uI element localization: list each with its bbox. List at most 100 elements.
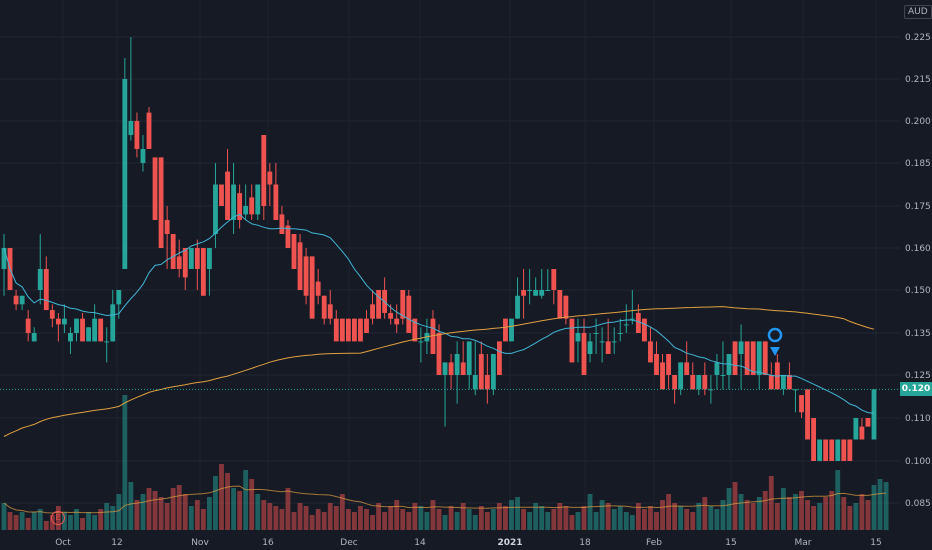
volume-bar [297, 503, 303, 530]
x-tick-label: 12 [111, 538, 122, 548]
volume-bar [122, 395, 128, 530]
earnings-marker-icon[interactable]: E [51, 511, 65, 525]
volume-bar [720, 500, 726, 530]
candle-body [865, 418, 871, 427]
candle-body [557, 290, 563, 319]
volume-bar [527, 512, 533, 530]
candle-body [841, 439, 847, 461]
candle-body [243, 206, 249, 215]
candle-body [756, 341, 762, 375]
volume-bar [654, 512, 659, 530]
volume-bar [273, 506, 279, 530]
volume-bar [25, 518, 31, 530]
volume-bar [883, 482, 889, 530]
volume-bar [750, 503, 756, 530]
moving-average-short [3, 213, 875, 414]
volume-bars [1, 395, 889, 530]
candle-body [666, 354, 671, 375]
volume-bar [146, 488, 152, 530]
volume-bar [400, 509, 406, 530]
candle-body [642, 318, 647, 342]
volume-bar [509, 500, 514, 530]
y-tick-label: 0.225 [905, 33, 931, 43]
volume-bar [364, 509, 369, 530]
candle-body [575, 333, 581, 342]
candle-body [31, 333, 37, 342]
volume-bar [593, 512, 599, 530]
y-tick-label: 0.100 [905, 457, 931, 467]
candle-body [207, 248, 212, 269]
candle-body [762, 341, 768, 375]
candle-body [454, 354, 460, 375]
volume-bar [599, 500, 605, 530]
candle-body [418, 341, 424, 343]
volume-bar [853, 503, 859, 530]
candle-body [702, 375, 708, 390]
candle-body [490, 354, 496, 390]
candle-body [213, 184, 218, 234]
currency-label[interactable]: AUD [904, 5, 932, 19]
candle-body [859, 426, 865, 440]
candle-body [170, 234, 176, 269]
volume-bar [732, 482, 738, 530]
volume-bar [635, 503, 641, 530]
candle-body [74, 318, 79, 333]
candle-body [460, 362, 466, 375]
candle-body [110, 304, 116, 342]
volume-bar [370, 515, 375, 530]
volume-bar [714, 509, 720, 530]
volume-bar [696, 503, 702, 530]
volume-bar [345, 509, 351, 530]
candle-body [327, 304, 333, 319]
volume-bar [497, 503, 502, 530]
candle-body [527, 290, 533, 291]
x-tick-label: 15 [870, 538, 881, 548]
volume-bar [188, 506, 194, 530]
candle-body [436, 333, 442, 375]
candle-body [237, 193, 243, 220]
candle-body [388, 312, 394, 319]
volume-bar [62, 512, 67, 530]
y-tick-label: 0.215 [905, 75, 931, 85]
volume-bar [86, 512, 91, 530]
candle-body [273, 184, 279, 220]
volume-bar [406, 512, 412, 530]
candle-body [376, 290, 381, 319]
map-pin-icon[interactable] [767, 327, 783, 356]
volume-bar [43, 521, 49, 530]
candle-body [98, 318, 104, 342]
candle-body [551, 269, 557, 290]
time-axis[interactable]: Oct 12 Nov 16 Dec 14 2021 18 Feb 15 Mar 15 [55, 538, 882, 548]
candle-body [853, 418, 859, 440]
candle-body [629, 318, 635, 320]
candle-body [285, 225, 291, 248]
moving-average-long [3, 306, 875, 437]
volume-bar [744, 500, 750, 530]
volume-bar [605, 503, 611, 530]
volume-bar [7, 512, 13, 530]
candle-body [799, 395, 804, 413]
candle-body [539, 290, 545, 296]
volume-bar [134, 500, 140, 530]
volume-bar [279, 509, 285, 530]
candle-body [497, 341, 502, 375]
volume-bar [545, 512, 551, 530]
candle-body [291, 234, 297, 269]
candle-body [732, 341, 738, 375]
candle-body [448, 362, 454, 375]
volume-bar [756, 497, 762, 530]
price-axis[interactable]: 0.225 0.215 0.200 0.185 0.175 0.160 0.150 0.135… [905, 33, 931, 509]
candle-body [116, 290, 122, 305]
volume-bar [521, 509, 526, 530]
volume-bar [285, 488, 291, 530]
volume-bar [811, 506, 816, 530]
candle-body [720, 375, 726, 376]
volume-bar [207, 497, 212, 530]
candle-body [811, 418, 816, 461]
volume-bar [629, 515, 635, 530]
candle-body [509, 318, 514, 342]
volume-bar [623, 512, 629, 530]
volume-bar [13, 515, 19, 530]
candle-body [654, 354, 659, 375]
